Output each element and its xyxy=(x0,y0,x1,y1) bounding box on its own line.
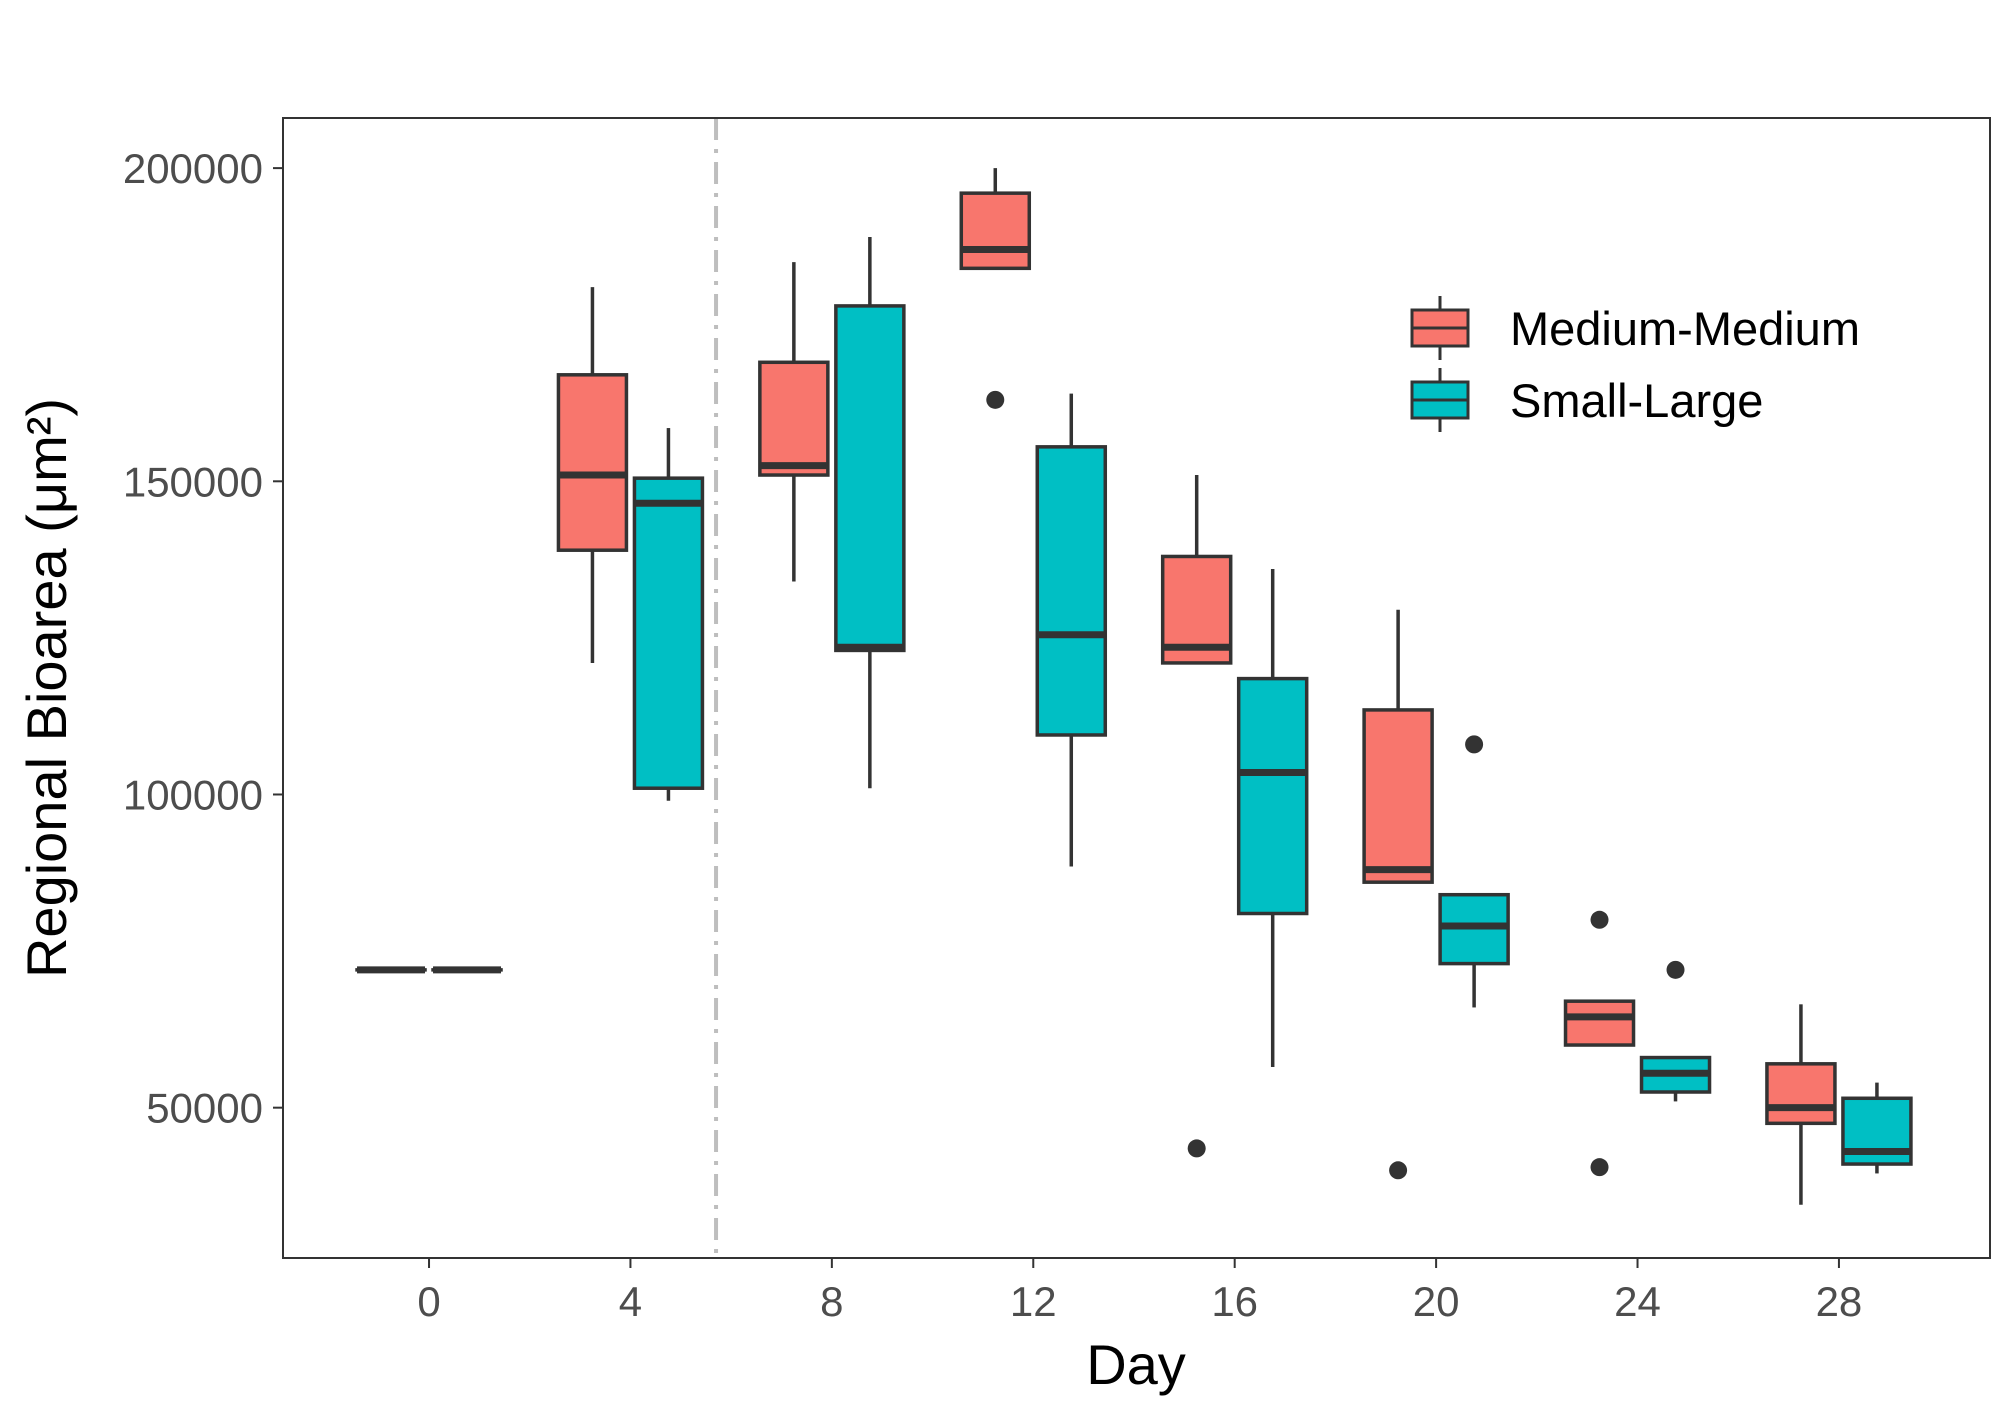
box-iqr xyxy=(1035,445,1108,737)
box-day-24 xyxy=(1639,960,1712,1102)
outlier-point xyxy=(1590,910,1609,929)
legend-item-small-large: Small-Large xyxy=(1410,368,1763,432)
box-day-12 xyxy=(1035,393,1108,867)
x-tick-label: 20 xyxy=(1413,1278,1460,1325)
box-day-4 xyxy=(556,287,629,663)
legend-label: Small-Large xyxy=(1510,374,1763,427)
x-tick-label: 0 xyxy=(417,1278,440,1325)
x-axis-title: Day xyxy=(1086,1333,1186,1396)
outlier-point xyxy=(1389,1161,1408,1180)
outlier-point xyxy=(1187,1139,1206,1158)
y-tick-label: 150000 xyxy=(123,458,263,505)
box-layer xyxy=(355,168,1913,1205)
box-day-4 xyxy=(632,428,705,801)
box-day-24 xyxy=(1563,910,1636,1177)
box-iqr xyxy=(1236,676,1309,916)
box-iqr xyxy=(632,476,705,790)
box-day-8 xyxy=(758,262,830,582)
x-tick-label: 12 xyxy=(1010,1278,1057,1325)
panel-background xyxy=(283,118,1990,1258)
box-iqr xyxy=(834,304,906,653)
box-day-20 xyxy=(1362,609,1434,1180)
outlier-point xyxy=(1465,735,1484,754)
y-tick-label: 200000 xyxy=(123,145,263,192)
x-tick-label: 24 xyxy=(1614,1278,1661,1325)
box-day-16 xyxy=(1236,568,1309,1067)
panel-border xyxy=(282,117,1991,1259)
box-iqr xyxy=(959,191,1032,271)
box-iqr xyxy=(1563,999,1636,1047)
box-iqr xyxy=(556,373,629,552)
y-axis: 50000 100000 150000 200000 xyxy=(123,145,283,1132)
y-axis-title: Regional Bioarea (μm²) xyxy=(15,398,78,978)
outlier-point xyxy=(986,390,1005,409)
x-tick-label: 16 xyxy=(1211,1278,1258,1325)
series-small-large xyxy=(431,237,1913,1174)
box-day-8 xyxy=(834,237,906,789)
legend-item-medium-medium: Medium-Medium xyxy=(1410,296,1860,360)
outlier-point xyxy=(1666,960,1685,979)
y-tick-label: 50000 xyxy=(146,1085,263,1132)
box-day-28 xyxy=(1841,1082,1913,1174)
box-iqr xyxy=(758,360,830,477)
x-tick-label: 28 xyxy=(1816,1278,1863,1325)
x-axis: 0 4 8 12 16 20 24 28 xyxy=(417,1258,1862,1325)
box-day-12 xyxy=(959,168,1032,409)
x-tick-label: 4 xyxy=(619,1278,642,1325)
box-day-20 xyxy=(1438,735,1510,1008)
legend-label: Medium-Medium xyxy=(1510,302,1860,355)
box-day-16 xyxy=(1160,475,1233,1158)
series-medium-medium xyxy=(355,168,1837,1205)
x-tick-label: 8 xyxy=(820,1278,843,1325)
legend: Medium-Medium Small-Large xyxy=(1410,296,1860,432)
box-iqr xyxy=(1765,1062,1837,1126)
outlier-point xyxy=(1590,1158,1609,1177)
box-day-28 xyxy=(1765,1004,1837,1205)
y-tick-label: 100000 xyxy=(123,771,263,818)
box-iqr xyxy=(1362,708,1434,884)
